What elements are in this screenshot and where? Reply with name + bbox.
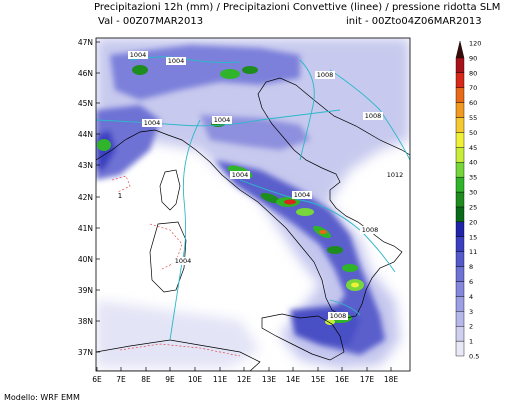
isobar-labels: 1004 1004 1008 1004 1004 1008 1004 1004 1012 1008… bbox=[118, 51, 405, 320]
lon-label: 10E bbox=[188, 375, 203, 384]
lon-label: 16E bbox=[335, 375, 350, 384]
model-label: Modello: WRF EMM bbox=[4, 393, 80, 402]
lon-label: 14E bbox=[286, 375, 301, 384]
legend-band bbox=[455, 57, 465, 74]
legend-label: 70 bbox=[469, 84, 477, 92]
isobar-label: 1012 bbox=[387, 171, 404, 179]
lat-label: 44N bbox=[78, 130, 93, 139]
legend-label: 120 bbox=[469, 40, 481, 48]
lon-label: 7E bbox=[116, 375, 126, 384]
isobar-label: 1004 bbox=[144, 119, 161, 127]
lat-label: 38N bbox=[78, 317, 93, 326]
coastlines bbox=[96, 77, 410, 371]
legend-label: 40 bbox=[469, 159, 477, 167]
isobar-label: 1008 bbox=[362, 226, 379, 234]
isobar-label: 1004 bbox=[232, 171, 249, 179]
lon-label: 18E bbox=[384, 375, 399, 384]
legend-label: 2 bbox=[469, 323, 473, 331]
legend-label: 50 bbox=[469, 129, 477, 137]
isobar-label: 1008 bbox=[365, 112, 382, 120]
legend-label: 15 bbox=[469, 233, 477, 241]
legend-band bbox=[455, 325, 465, 342]
legend-band bbox=[455, 147, 465, 163]
legend-label: 11 bbox=[469, 248, 477, 256]
legend-band bbox=[455, 191, 465, 208]
legend-band bbox=[455, 176, 465, 193]
legend-label: 4 bbox=[469, 293, 473, 301]
lat-label: 43N bbox=[78, 161, 93, 170]
sicily bbox=[261, 313, 345, 361]
color-legend: 0.5 1 2 3 4 6 8 11 15 20 25 30 35 40 45 50 55 60 70 80 90 120 bbox=[455, 40, 481, 361]
lat-label: 42N bbox=[78, 193, 93, 202]
lon-label: 9E bbox=[165, 375, 175, 384]
legend-band bbox=[455, 162, 465, 178]
legend-band bbox=[455, 236, 465, 252]
map-frame bbox=[95, 37, 411, 372]
isobar-label: 1004 bbox=[175, 257, 192, 265]
legend-label: 30 bbox=[469, 189, 477, 197]
lon-label: 13E bbox=[262, 375, 277, 384]
legend-band bbox=[455, 281, 465, 297]
isobar-label: 1004 bbox=[168, 57, 185, 65]
lon-label: 6E bbox=[92, 375, 102, 384]
isobar-label: 1004 bbox=[130, 51, 147, 59]
legend-band bbox=[455, 266, 465, 282]
legend-label: 60 bbox=[469, 99, 477, 107]
valid-time: Val - 00Z07MAR2013 bbox=[98, 16, 204, 27]
legend-label: 45 bbox=[469, 144, 477, 152]
lat-label: 45N bbox=[78, 99, 93, 108]
legend-label: 8 bbox=[469, 263, 473, 271]
lat-label: 40N bbox=[78, 255, 93, 264]
legend-label: 35 bbox=[469, 174, 477, 182]
lat-label: 47N bbox=[78, 38, 93, 47]
corsica bbox=[159, 169, 181, 211]
lat-label: 39N bbox=[78, 286, 93, 295]
lon-label: 12E bbox=[237, 375, 252, 384]
legend-band bbox=[455, 296, 465, 312]
legend-band bbox=[455, 221, 465, 237]
legend-band bbox=[455, 311, 465, 327]
legend-band bbox=[455, 72, 465, 88]
legend-band bbox=[455, 40, 465, 59]
legend-band bbox=[455, 87, 465, 103]
legend-band bbox=[455, 132, 465, 148]
convective-lines bbox=[111, 175, 241, 357]
isobar-label: 1008 bbox=[330, 312, 347, 320]
chart-title: Precipitazioni 12h (mm) / Precipitazioni… bbox=[94, 2, 501, 13]
sardinia bbox=[149, 221, 187, 293]
lon-label: 17E bbox=[360, 375, 375, 384]
side-label: 1 bbox=[118, 192, 122, 200]
isobar-label: 1004 bbox=[294, 191, 311, 199]
legend-band bbox=[455, 340, 465, 357]
isobar-label: 1004 bbox=[214, 116, 231, 124]
lon-label: 11E bbox=[213, 375, 228, 384]
lon-label: 8E bbox=[141, 375, 151, 384]
legend-label: 3 bbox=[469, 308, 473, 316]
lat-label: 37N bbox=[78, 348, 93, 357]
map-area bbox=[96, 38, 410, 371]
legend-band bbox=[455, 206, 465, 223]
legend-band bbox=[455, 102, 465, 118]
latitude-axis: 47N 46N 45N 44N 43N 42N 41N 40N 39N 38N 37N bbox=[78, 38, 100, 357]
legend-band bbox=[455, 117, 465, 133]
legend-band bbox=[455, 251, 465, 267]
longitude-axis: 6E 7E 8E 9E 10E 11E 12E 13E 14E 15E 16E 17E 18E bbox=[92, 367, 398, 384]
isobar-label: 1008 bbox=[317, 71, 334, 79]
legend-label: 25 bbox=[469, 203, 477, 211]
lat-label: 41N bbox=[78, 224, 93, 233]
legend-label: 6 bbox=[469, 278, 473, 286]
legend-label: 55 bbox=[469, 114, 477, 122]
isobars bbox=[96, 56, 410, 341]
legend-label: 1 bbox=[469, 338, 473, 346]
lon-label: 15E bbox=[311, 375, 326, 384]
legend-label: 20 bbox=[469, 218, 477, 226]
legend-label: 0.5 bbox=[469, 353, 479, 361]
lat-label: 46N bbox=[78, 69, 93, 78]
legend-label: 90 bbox=[469, 54, 477, 62]
init-time: init - 00Zto04Z06MAR2013 bbox=[346, 16, 482, 27]
legend-label: 80 bbox=[469, 69, 477, 77]
